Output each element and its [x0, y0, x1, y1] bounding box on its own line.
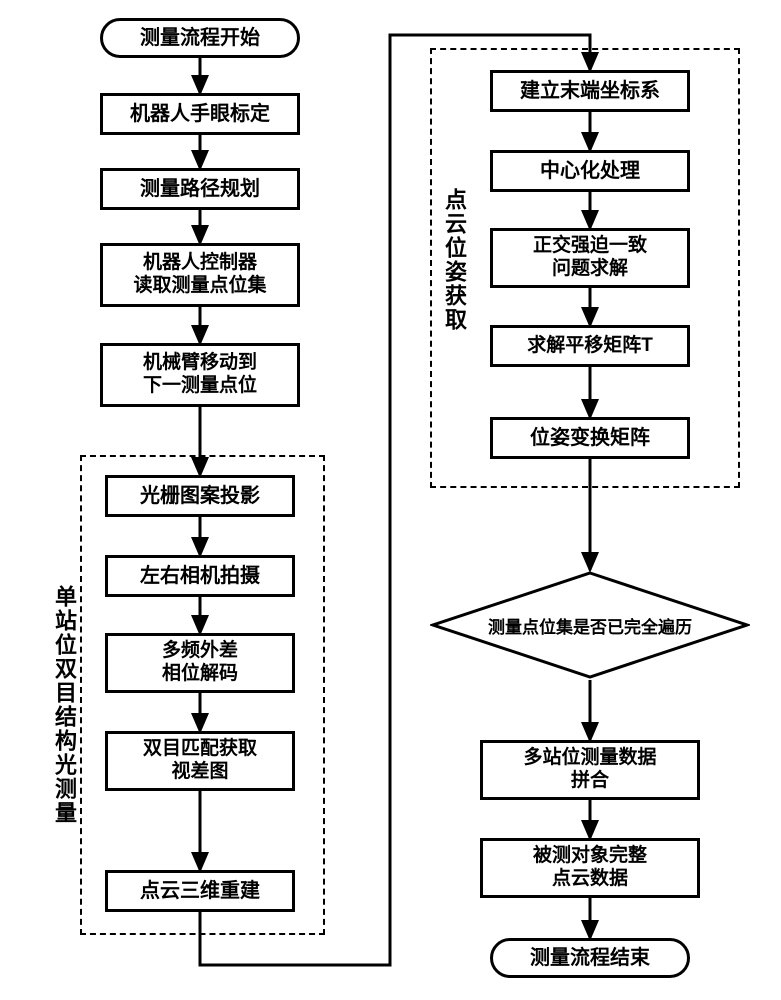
- node-start: 测量流程开始: [100, 18, 300, 58]
- node-pathplan: 测量路径规划: [100, 168, 300, 210]
- node-readpts: 机器人控制器 读取测量点位集: [100, 243, 300, 307]
- node-movearm-text: 机械臂移动到 下一测量点位: [143, 352, 257, 398]
- node-multifreq-text: 多频外差 相位解码: [162, 640, 238, 686]
- node-solveT: 求解平移矩阵T: [490, 325, 690, 367]
- node-lrcamera-text: 左右相机拍摄: [140, 564, 260, 588]
- node-orthforce-text: 正交强迫一致 问题求解: [533, 235, 647, 281]
- node-lrcamera: 左右相机拍摄: [105, 555, 295, 597]
- node-stereo-text: 双目匹配获取 视差图: [143, 738, 257, 784]
- node-orthforce: 正交强迫一致 问题求解: [490, 228, 690, 288]
- group-single-station: [80, 455, 325, 935]
- node-fullcloud-text: 被测对象完整 点云数据: [533, 845, 647, 891]
- node-stereo: 双目匹配获取 视差图: [105, 731, 295, 791]
- node-multifreq: 多频外差 相位解码: [105, 633, 295, 693]
- decision-diamond: 测量点位集是否已完全遍历: [430, 570, 750, 680]
- node-grating: 光栅图案投影: [105, 475, 295, 517]
- node-posematrix: 位姿变换矩阵: [490, 417, 690, 459]
- node-endcoord-text: 建立末端坐标系: [520, 79, 660, 103]
- node-grating-text: 光栅图案投影: [140, 484, 260, 508]
- node-movearm: 机械臂移动到 下一测量点位: [100, 343, 300, 407]
- node-recon3d: 点云三维重建: [105, 870, 295, 912]
- node-endcoord: 建立末端坐标系: [490, 70, 690, 112]
- node-solveT-text: 求解平移矩阵T: [527, 335, 653, 358]
- node-recon3d-text: 点云三维重建: [140, 879, 260, 903]
- decision-text: 测量点位集是否已完全遍历: [488, 613, 692, 638]
- node-fullcloud: 被测对象完整 点云数据: [480, 838, 700, 898]
- node-start-text: 测量流程开始: [140, 26, 260, 50]
- node-multistation: 多站位测量数据 拼合: [480, 740, 700, 800]
- node-end-text: 测量流程结束: [530, 946, 650, 970]
- node-centering: 中心化处理: [490, 150, 690, 192]
- node-readpts-text: 机器人控制器 读取测量点位集: [133, 252, 266, 298]
- node-multistation-text: 多站位测量数据 拼合: [523, 747, 656, 793]
- node-posematrix-text: 位姿变换矩阵: [530, 426, 650, 450]
- group-single-station-label: 单站位双目结构光测量: [48, 555, 80, 855]
- node-end: 测量流程结束: [490, 938, 690, 978]
- node-pathplan-text: 测量路径规划: [140, 177, 260, 201]
- node-handeye-text: 机器人手眼标定: [130, 102, 270, 126]
- group-pose-acquire-label: 点云位姿获取: [438, 130, 470, 390]
- node-handeye: 机器人手眼标定: [100, 93, 300, 135]
- node-centering-text: 中心化处理: [540, 159, 640, 183]
